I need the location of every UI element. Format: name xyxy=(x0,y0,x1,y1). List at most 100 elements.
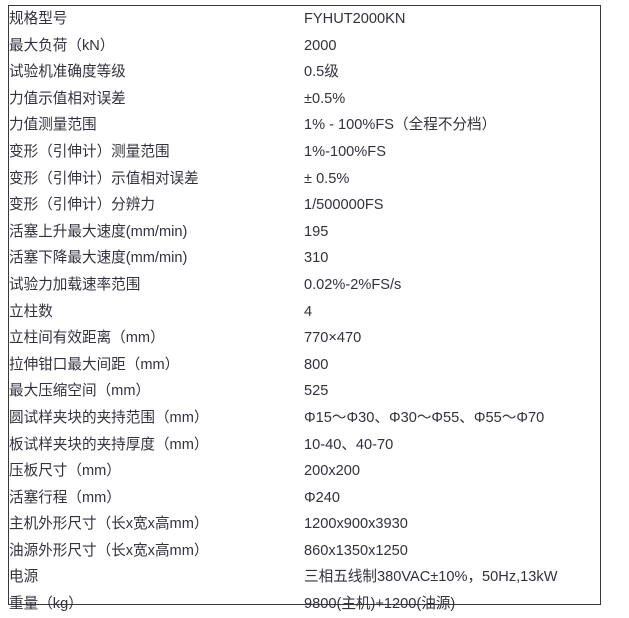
table-row: 规格型号 FYHUT2000KN xyxy=(9,6,602,33)
spec-value-text: 310 xyxy=(304,250,329,267)
spec-value-text: 0.02%-2%FS/s xyxy=(304,276,402,293)
spec-label-text: 最大压缩空间（mm） xyxy=(9,383,151,400)
spec-value-text: 4 xyxy=(304,303,313,320)
spec-value-text: 525 xyxy=(304,383,329,400)
spec-value-text: 三相五线制380VAC±10%，50Hz,13kW xyxy=(304,569,558,586)
spec-label-text: 拉伸钳口最大间距（mm） xyxy=(9,356,180,373)
spec-label-cell: 圆试样夹块的夹持范围（mm） xyxy=(9,405,304,432)
specification-table-frame: 规格型号 FYHUT2000KN 最大负荷（kN） 2000 试验机准确度等级 0.5级力… xyxy=(8,5,601,612)
spec-value-cell: 0.5级 xyxy=(304,59,602,86)
spec-label-text: 规格型号 xyxy=(9,11,68,27)
spec-value-cell: Φ240 xyxy=(304,485,602,512)
spec-label-cell: 变形（引伸计）示值相对误差 xyxy=(9,166,304,193)
table-row: 主机外形尺寸（长x宽x高mm） 1200x900x3930 xyxy=(9,511,602,538)
spec-label-cell: 油源外形尺寸（长x宽x高mm） xyxy=(9,538,304,565)
spec-label-text: 重量（kg） xyxy=(9,596,83,613)
spec-label-cell: 立柱间有效距离（mm） xyxy=(9,325,304,352)
table-row: 压板尺寸（mm） 200x200 xyxy=(9,458,602,485)
table-row: 变形（引伸计）测量范围 1%-100%FS xyxy=(9,139,602,166)
spec-label-cell: 变形（引伸计）测量范围 xyxy=(9,139,304,166)
table-row: 立柱数 4 xyxy=(9,299,602,326)
spec-value-text: Φ15～Φ30、Φ30～Φ55、Φ55～Φ70 xyxy=(304,409,545,426)
spec-label-text: 圆试样夹块的夹持范围（mm） xyxy=(9,409,209,426)
table-row: 圆试样夹块的夹持范围（mm） Φ15～Φ30、Φ30～Φ55、Φ55～Φ70 xyxy=(9,405,602,432)
spec-label-cell: 试验机准确度等级 xyxy=(9,59,304,86)
spec-value-cell: 9800(主机)+1200(油源) xyxy=(304,591,602,618)
spec-value-cell: 200x200 xyxy=(304,458,602,485)
spec-value-cell: 195 xyxy=(304,219,602,246)
spec-value-cell: 三相五线制380VAC±10%，50Hz,13kW xyxy=(304,564,602,591)
spec-label-text: 压板尺寸（mm） xyxy=(9,463,121,480)
spec-value-text: 1% - 100%FS（全程不分档） xyxy=(304,117,497,134)
table-row: 最大负荷（kN） 2000 xyxy=(9,33,602,60)
spec-value-cell: 310 xyxy=(304,245,602,272)
specification-table: 规格型号 FYHUT2000KN 最大负荷（kN） 2000 试验机准确度等级 0.5级力… xyxy=(9,6,602,618)
spec-value-text: 1%-100%FS xyxy=(304,143,386,160)
spec-label-text: 试验机准确度等级 xyxy=(9,64,126,81)
table-row: 变形（引伸计）分辨力 1/500000FS xyxy=(9,192,602,219)
spec-value-cell: 770×470 xyxy=(304,325,602,352)
spec-label-cell: 活塞下降最大速度(mm/min) xyxy=(9,245,304,272)
spec-value-text: 1/500000FS xyxy=(304,197,384,214)
table-row: 油源外形尺寸（长x宽x高mm） 860x1350x1250 xyxy=(9,538,602,565)
table-row: 试验机准确度等级 0.5级 xyxy=(9,59,602,86)
spec-label-text: 变形（引伸计）测量范围 xyxy=(9,143,170,160)
spec-value-cell: 1/500000FS xyxy=(304,192,602,219)
table-row: 活塞下降最大速度(mm/min) 310 xyxy=(9,245,602,272)
spec-value-text: FYHUT2000KN xyxy=(304,11,406,27)
spec-label-cell: 主机外形尺寸（长x宽x高mm） xyxy=(9,511,304,538)
spec-value-cell: 0.02%-2%FS/s xyxy=(304,272,602,299)
spec-label-text: 力值示值相对误差 xyxy=(9,90,126,107)
table-row: 活塞上升最大速度(mm/min) 195 xyxy=(9,219,602,246)
spec-label-cell: 压板尺寸（mm） xyxy=(9,458,304,485)
spec-value-cell: 800 xyxy=(304,352,602,379)
spec-label-cell: 规格型号 xyxy=(9,6,304,33)
spec-value-text: Φ240 xyxy=(304,489,340,506)
spec-label-cell: 板试样夹块的夹持厚度（mm） xyxy=(9,432,304,459)
spec-label-text: 变形（引伸计）分辨力 xyxy=(9,197,155,214)
spec-label-cell: 力值示值相对误差 xyxy=(9,86,304,113)
spec-label-text: 主机外形尺寸（长x宽x高mm） xyxy=(9,516,209,533)
spec-value-text: 0.5级 xyxy=(304,64,339,81)
spec-label-text: 立柱间有效距离（mm） xyxy=(9,330,165,347)
specification-table-body: 规格型号 FYHUT2000KN 最大负荷（kN） 2000 试验机准确度等级 0.5级力… xyxy=(9,6,602,618)
table-row: 立柱间有效距离（mm） 770×470 xyxy=(9,325,602,352)
table-row: 拉伸钳口最大间距（mm） 800 xyxy=(9,352,602,379)
spec-value-text: 770×470 xyxy=(304,330,362,347)
spec-value-cell: ±0.5% xyxy=(304,86,602,113)
spec-label-text: 活塞下降最大速度(mm/min) xyxy=(9,250,188,267)
spec-label-text: 最大负荷（kN） xyxy=(9,37,115,54)
spec-label-cell: 活塞上升最大速度(mm/min) xyxy=(9,219,304,246)
spec-value-cell: 1200x900x3930 xyxy=(304,511,602,538)
spec-label-text: 立柱数 xyxy=(9,303,53,320)
spec-value-cell: ± 0.5% xyxy=(304,166,602,193)
spec-value-text: 10-40、40-70 xyxy=(304,436,394,453)
spec-value-text: 9800(主机)+1200(油源) xyxy=(304,596,456,613)
spec-label-cell: 重量（kg） xyxy=(9,591,304,618)
spec-label-cell: 立柱数 xyxy=(9,299,304,326)
table-row: 板试样夹块的夹持厚度（mm） 10-40、40-70 xyxy=(9,432,602,459)
spec-label-cell: 最大负荷（kN） xyxy=(9,33,304,60)
spec-value-text: 1200x900x3930 xyxy=(304,516,408,533)
spec-value-cell: 1%-100%FS xyxy=(304,139,602,166)
spec-label-text: 变形（引伸计）示值相对误差 xyxy=(9,170,199,187)
spec-value-text: 800 xyxy=(304,356,329,373)
spec-label-cell: 力值测量范围 xyxy=(9,112,304,139)
table-row: 活塞行程（mm） Φ240 xyxy=(9,485,602,512)
spec-value-text: 200x200 xyxy=(304,463,360,480)
spec-value-text: 195 xyxy=(304,223,329,240)
spec-value-cell: 10-40、40-70 xyxy=(304,432,602,459)
table-row: 电源 三相五线制380VAC±10%，50Hz,13kW xyxy=(9,564,602,591)
table-row: 重量（kg） 9800(主机)+1200(油源) xyxy=(9,591,602,618)
table-row: 最大压缩空间（mm） 525 xyxy=(9,378,602,405)
spec-value-text: ± 0.5% xyxy=(304,170,350,187)
spec-value-text: 860x1350x1250 xyxy=(304,542,408,559)
table-row: 变形（引伸计）示值相对误差 ± 0.5% xyxy=(9,166,602,193)
spec-label-text: 电源 xyxy=(9,569,39,586)
spec-value-cell: Φ15～Φ30、Φ30～Φ55、Φ55～Φ70 xyxy=(304,405,602,432)
spec-label-text: 活塞行程（mm） xyxy=(9,489,121,506)
spec-label-text: 力值测量范围 xyxy=(9,117,97,134)
spec-label-cell: 最大压缩空间（mm） xyxy=(9,378,304,405)
spec-value-cell: 860x1350x1250 xyxy=(304,538,602,565)
table-row: 力值测量范围 1% - 100%FS（全程不分档） xyxy=(9,112,602,139)
